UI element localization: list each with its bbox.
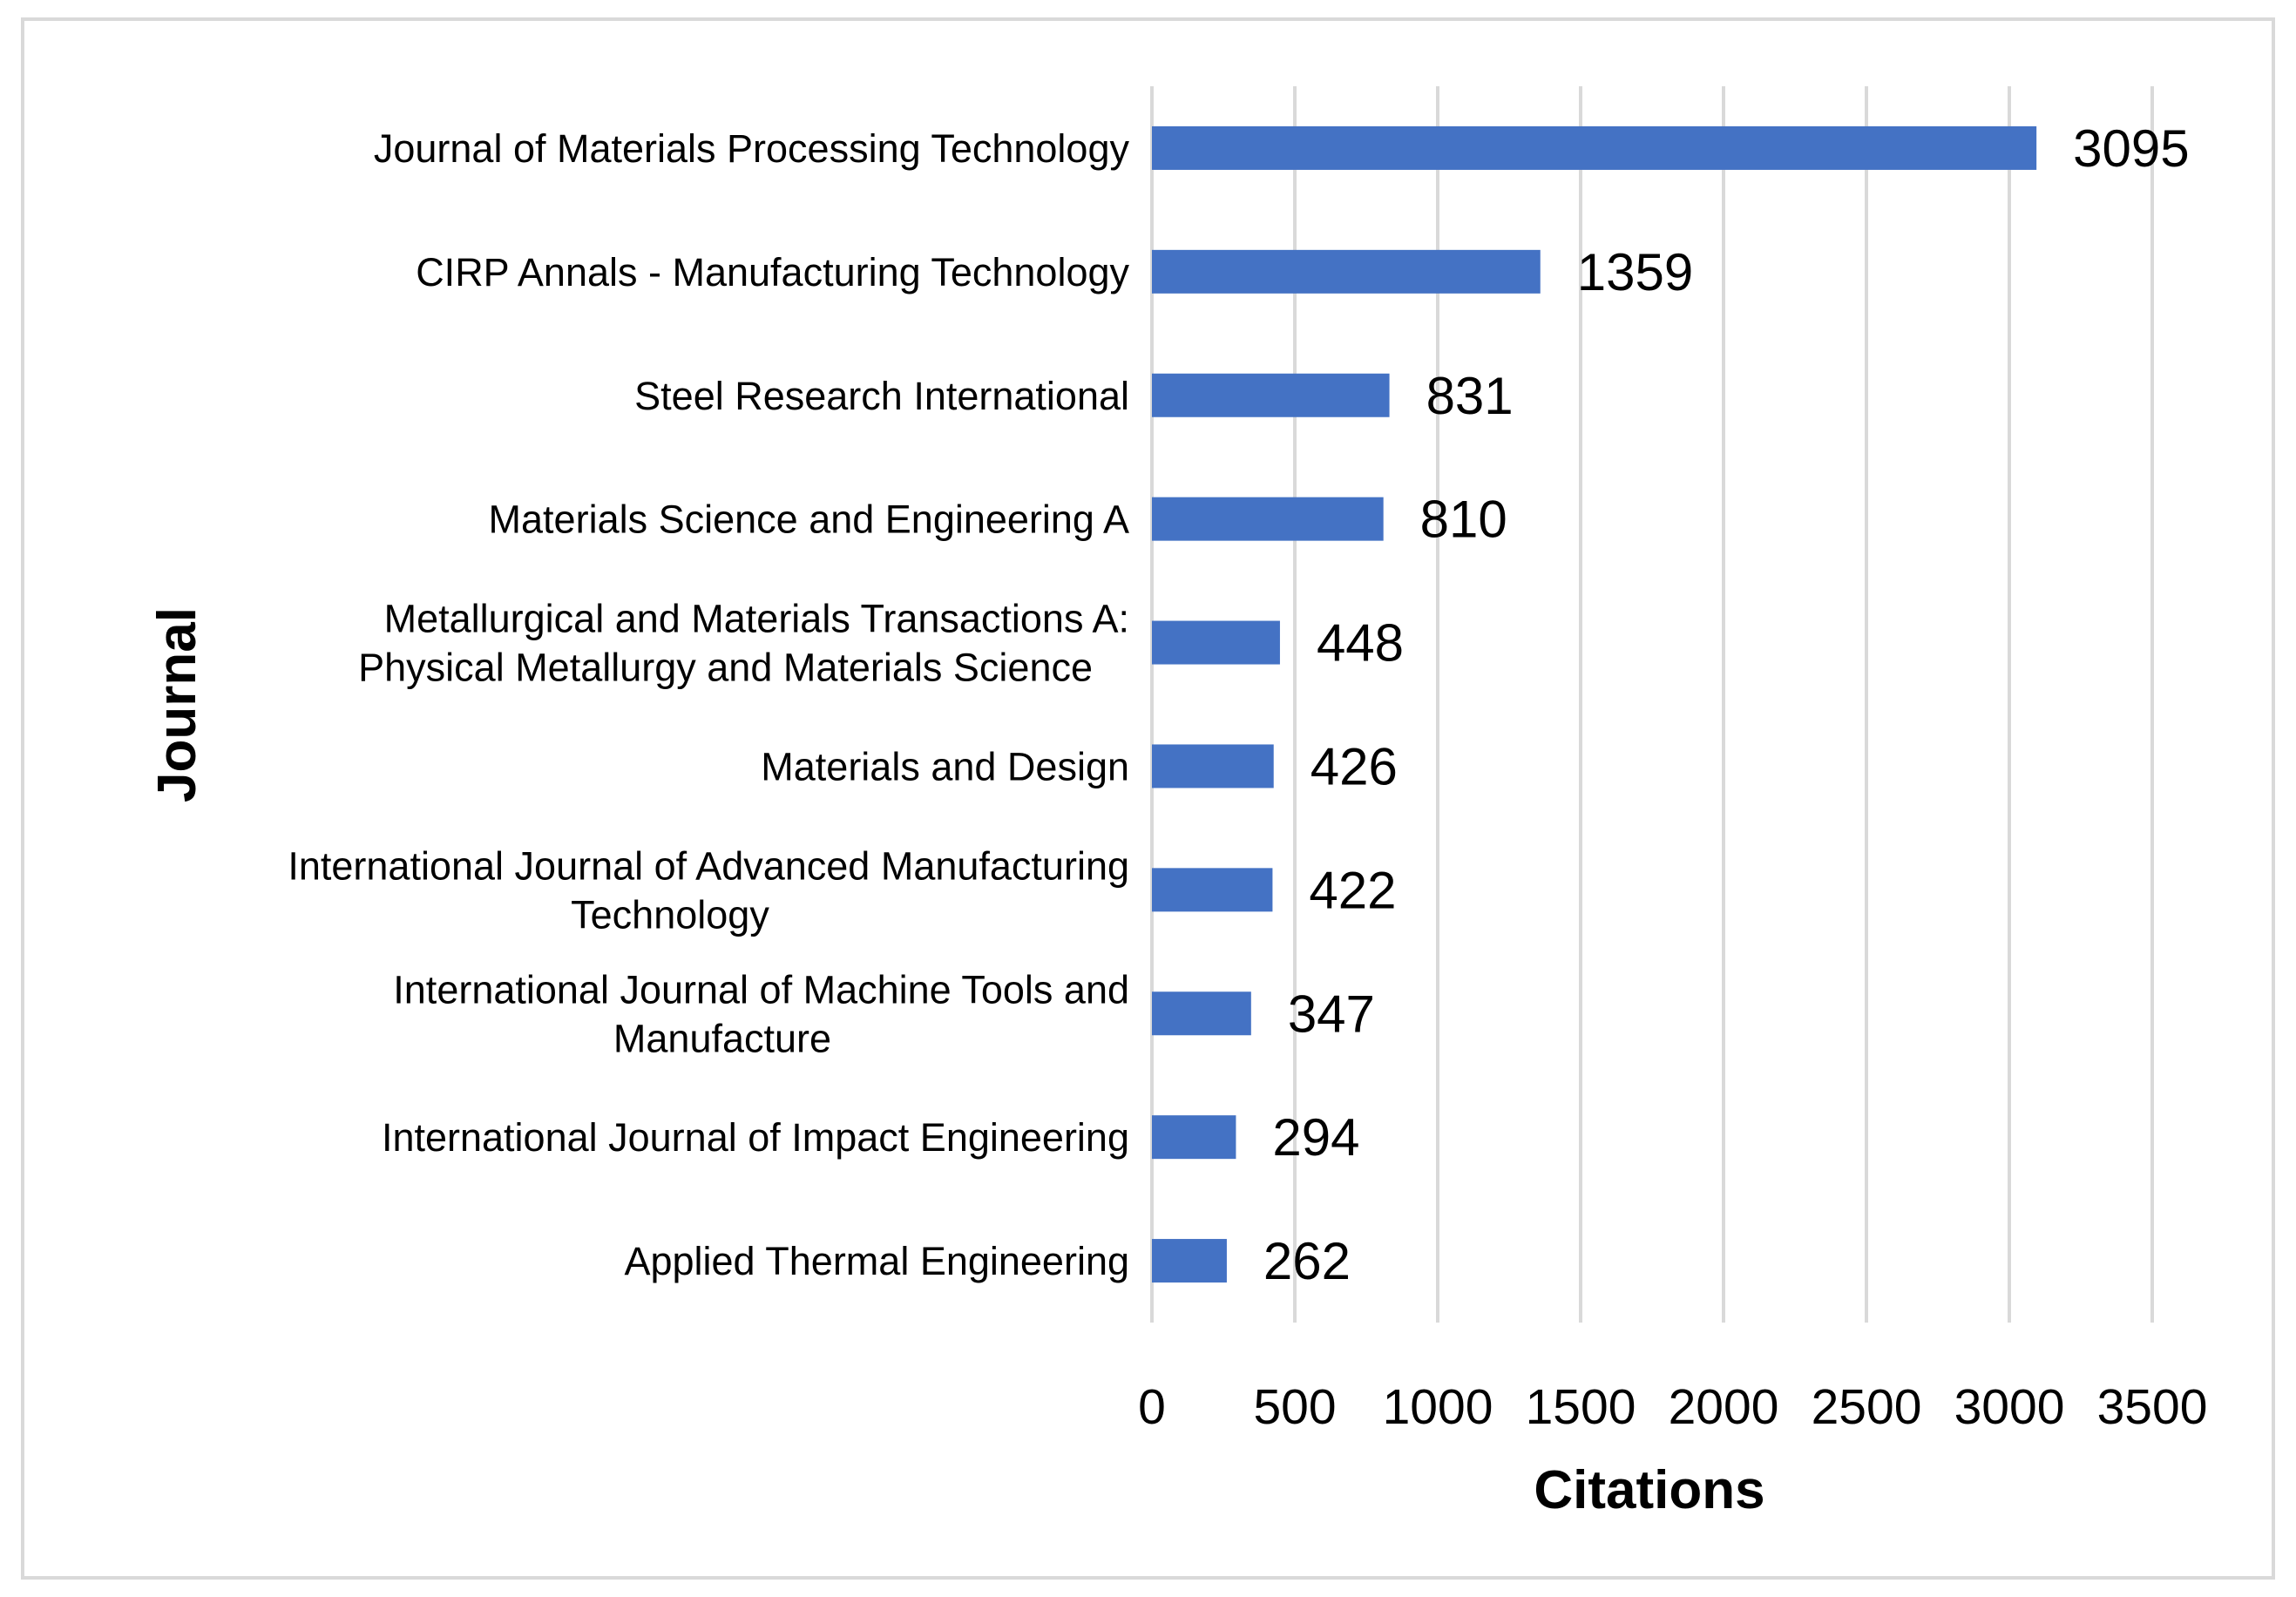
category-label: Physical Metallurgy and Materials Scienc…: [358, 646, 1093, 690]
category-label: CIRP Annals - Manufacturing Technology: [416, 250, 1129, 294]
x-tick-label: 2000: [1669, 1379, 1779, 1435]
bar: [1152, 744, 1274, 788]
bar: [1152, 991, 1251, 1036]
x-tick-label: 3000: [1954, 1379, 2065, 1435]
data-label: 1359: [1577, 243, 1693, 301]
bar: [1152, 1239, 1227, 1283]
data-label: 831: [1426, 367, 1514, 425]
data-label: 810: [1420, 491, 1507, 549]
data-label: 426: [1311, 737, 1398, 795]
bar: [1152, 868, 1273, 912]
x-tick-label: 1000: [1383, 1379, 1493, 1435]
x-tick-label: 3500: [2097, 1379, 2208, 1435]
category-label: International Journal of Advanced Manufa…: [288, 843, 1129, 888]
category-label: Steel Research International: [634, 374, 1129, 418]
y-axis-title: Journal: [147, 607, 207, 802]
bar-chart: 3095 1359 831 810 448 426 422 347 294 262 Journal…: [147, 86, 2207, 1520]
bar: [1152, 373, 1390, 417]
x-tick-label: 1500: [1526, 1379, 1636, 1435]
bars: [1152, 125, 2037, 1283]
data-label: 3095: [2073, 119, 2189, 178]
bar: [1152, 249, 1541, 294]
category-label: Technology: [571, 892, 769, 937]
category-label: Applied Thermal Engineering: [624, 1239, 1129, 1283]
data-label: 262: [1263, 1232, 1351, 1290]
category-label: Journal of Materials Processing Technolo…: [374, 126, 1130, 171]
bar: [1152, 1115, 1236, 1160]
chart-frame: 3095 1359 831 810 448 426 422 347 294 262 Journal…: [21, 17, 2275, 1580]
category-label: Metallurgical and Materials Transactions…: [384, 597, 1129, 641]
category-labels: Journal of Materials Processing Technolo…: [288, 126, 1129, 1283]
category-label: International Journal of Impact Engineer…: [382, 1115, 1129, 1160]
data-label: 294: [1272, 1108, 1359, 1167]
data-label: 347: [1288, 985, 1375, 1043]
category-label: Materials and Design: [761, 744, 1129, 788]
x-tick-label: 2500: [1812, 1379, 1922, 1435]
x-axis-title: Citations: [1534, 1460, 1764, 1520]
data-labels: 3095 1359 831 810 448 426 422 347 294 262: [1263, 119, 2190, 1290]
category-label: International Journal of Machine Tools a…: [393, 967, 1129, 1012]
category-label: Materials Science and Engineering A: [489, 497, 1129, 542]
x-tick-labels: 0 500 1000 1500 2000 2500 3000 3500: [1138, 1379, 2207, 1435]
x-tick-label: 500: [1253, 1379, 1336, 1435]
data-label: 448: [1317, 614, 1404, 673]
bar: [1152, 497, 1384, 541]
data-label: 422: [1309, 861, 1396, 919]
bar: [1152, 125, 2037, 170]
bar: [1152, 620, 1280, 665]
category-label: Manufacture: [613, 1016, 831, 1060]
x-tick-label: 0: [1138, 1379, 1166, 1435]
